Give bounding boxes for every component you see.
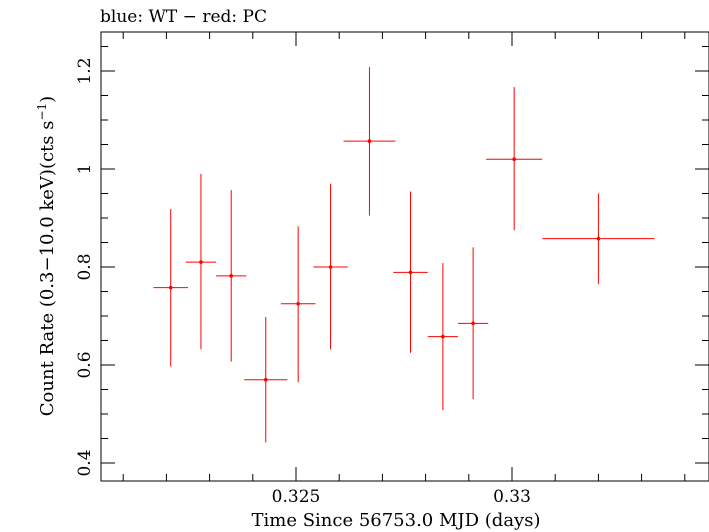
y-tick-label: 0.8 (75, 253, 95, 280)
data-point (427, 263, 458, 411)
data-point (216, 190, 247, 362)
data-marker (596, 236, 601, 241)
data-point (542, 193, 655, 285)
data-marker (328, 265, 333, 269)
x-axis-title: Time Since 56753.0 MJD (days) (251, 510, 540, 531)
x-tick-labels: 0.325 0.33 (272, 487, 531, 507)
plot-frame (100, 31, 709, 482)
data-point (458, 247, 489, 400)
x-tick-label: 0.325 (272, 487, 321, 507)
data-marker (229, 274, 233, 278)
data-marker (408, 270, 413, 275)
y-tick-labels: 0.4 0.6 0.8 1 1.2 (75, 57, 95, 476)
data-marker (471, 321, 475, 326)
data-point (393, 191, 428, 353)
data-marker (168, 285, 173, 290)
y-axis-title-main: Count Rate (0.3−10.0 keV)(cts s (37, 121, 58, 417)
chart-header-label: blue: WT − red: PC (100, 7, 267, 27)
y-axis-title: Count Rate (0.3−10.0 keV)(cts s−1) (35, 96, 58, 416)
data-points (153, 67, 655, 443)
major-ticks (101, 32, 709, 481)
data-marker (199, 260, 203, 264)
data-point (343, 67, 396, 216)
data-marker (296, 301, 300, 306)
data-point (313, 183, 348, 350)
data-marker (263, 377, 268, 382)
y-axis-title-superscript: −1 (35, 103, 49, 121)
minor-ticks (101, 32, 709, 481)
data-point (280, 226, 316, 383)
y-axis-title-end: ) (37, 96, 58, 103)
data-marker (512, 157, 516, 161)
data-marker (367, 139, 372, 143)
data-point (486, 87, 543, 231)
y-tick-label: 0.4 (75, 449, 95, 476)
data-point (153, 209, 188, 367)
data-marker (441, 334, 445, 339)
y-tick-label: 1 (75, 164, 95, 175)
data-point (185, 173, 217, 350)
x-tick-label: 0.33 (493, 487, 531, 507)
y-tick-label: 0.6 (75, 351, 95, 378)
data-point (244, 316, 288, 443)
y-tick-label: 1.2 (75, 57, 95, 84)
